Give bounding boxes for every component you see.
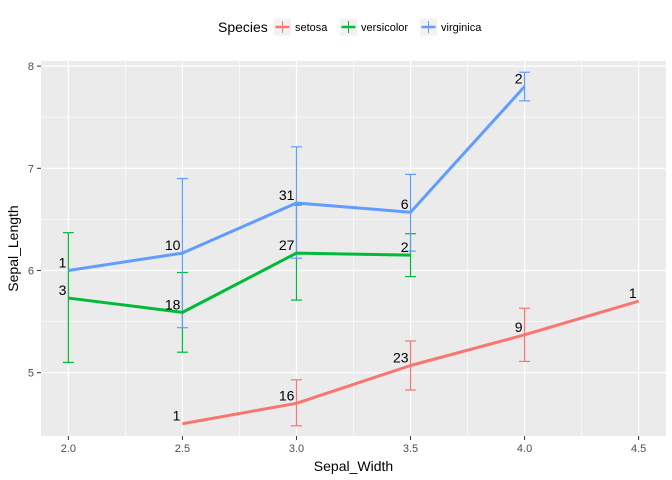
legend-title: Species bbox=[218, 19, 268, 35]
y-axis-title: Sepal_Length bbox=[5, 205, 21, 291]
legend-item-versicolor: versicolor bbox=[340, 18, 408, 36]
data-label-virginica: 2 bbox=[515, 71, 523, 87]
series-line-versicolor bbox=[68, 251, 411, 314]
x-tick-label: 4.0 bbox=[517, 443, 532, 455]
x-axis-title: Sepal_Width bbox=[314, 458, 393, 474]
data-label-versicolor: 2 bbox=[401, 239, 409, 255]
y-tick-label: 8 bbox=[28, 61, 34, 73]
legend-item-virginica: virginica bbox=[420, 18, 482, 36]
x-tick-label: 4.5 bbox=[631, 443, 646, 455]
data-label-setosa: 1 bbox=[629, 285, 637, 301]
x-tick-label: 2.0 bbox=[61, 443, 76, 455]
series-line-setosa bbox=[182, 299, 640, 426]
data-labels: 1 16 23 9 1 3 18 27 2 1 10 31 6 2 bbox=[59, 71, 637, 424]
x-tick-label: 3.0 bbox=[289, 443, 304, 455]
y-tick-label: 6 bbox=[28, 265, 34, 277]
data-label-virginica: 6 bbox=[401, 196, 409, 212]
series-lines bbox=[68, 85, 640, 426]
x-tick-label: 2.5 bbox=[175, 443, 190, 455]
data-label-versicolor: 27 bbox=[279, 237, 295, 253]
error-bar-versicolor bbox=[62, 232, 74, 364]
data-label-virginica: 31 bbox=[279, 187, 295, 203]
legend-label: versicolor bbox=[361, 22, 408, 34]
data-label-setosa: 9 bbox=[515, 319, 523, 335]
data-label-virginica: 1 bbox=[59, 254, 67, 270]
legend-label: virginica bbox=[441, 22, 482, 34]
x-tick-label: 3.5 bbox=[403, 443, 418, 455]
data-label-setosa: 23 bbox=[393, 349, 409, 365]
axes: 2.0 2.5 3.0 3.5 4.0 4.5 5 6 7 8 bbox=[28, 61, 646, 455]
y-tick-label: 5 bbox=[28, 368, 34, 380]
legend: Species setosa versicolor virginica bbox=[218, 18, 482, 36]
series-line-virginica bbox=[68, 85, 526, 272]
data-label-versicolor: 18 bbox=[165, 296, 181, 312]
data-label-setosa: 1 bbox=[173, 408, 181, 424]
legend-label: setosa bbox=[295, 22, 328, 34]
data-label-setosa: 16 bbox=[279, 387, 295, 403]
y-tick-label: 7 bbox=[28, 163, 34, 175]
data-label-versicolor: 3 bbox=[59, 282, 67, 298]
legend-item-setosa: setosa bbox=[274, 18, 328, 36]
data-label-virginica: 10 bbox=[165, 237, 181, 253]
